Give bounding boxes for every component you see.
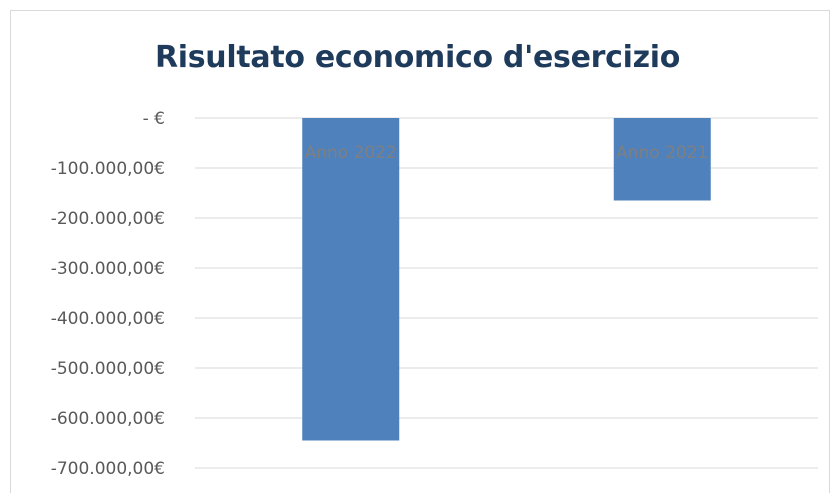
bar-anno-2022 bbox=[302, 118, 400, 441]
category-label: Anno 2021 bbox=[616, 143, 708, 163]
bars bbox=[302, 118, 711, 441]
y-tick-label: -400.000,00€ bbox=[51, 309, 165, 329]
y-axis-tick-labels: - € -100.000,00€ -200.000,00€ -300.000,00€ -… bbox=[51, 109, 165, 479]
y-tick-label: -700.000,00€ bbox=[51, 459, 165, 479]
bar-anno-2021 bbox=[613, 118, 711, 201]
y-tick-label: -600.000,00€ bbox=[51, 409, 165, 429]
category-label: Anno 2022 bbox=[305, 143, 397, 163]
y-tick-label: - € bbox=[143, 109, 165, 129]
y-tick-label: -200.000,00€ bbox=[51, 209, 165, 229]
chart-title: Risultato economico d'esercizio bbox=[154, 40, 681, 75]
gridlines bbox=[195, 117, 818, 469]
chart-frame bbox=[10, 10, 830, 493]
y-tick-label: -300.000,00€ bbox=[51, 259, 165, 279]
category-labels: Anno 2022 Anno 2021 bbox=[305, 143, 709, 163]
y-tick-label: -500.000,00€ bbox=[51, 359, 165, 379]
y-tick-label: -100.000,00€ bbox=[51, 159, 165, 179]
